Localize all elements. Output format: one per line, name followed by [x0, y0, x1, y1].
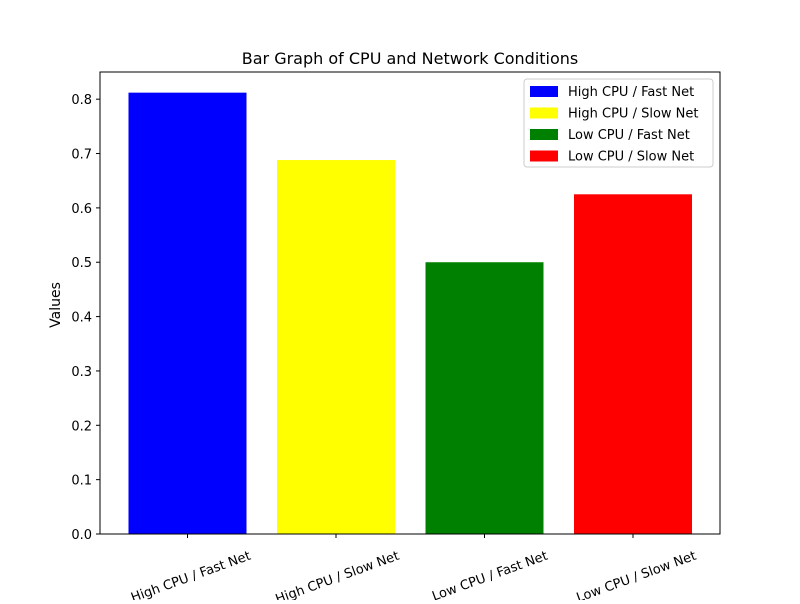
bar — [574, 194, 692, 534]
plot-area: High CPU / Fast Net High CPU / Slow Net Lo… — [71, 92, 699, 604]
x-tick-label: Low CPU / Slow Net — [575, 549, 699, 600]
y-tick-label: 0.5 — [71, 256, 92, 271]
y-tick-label: 0.3 — [71, 365, 92, 380]
bar — [425, 262, 544, 534]
y-tick-label: 0.0 — [71, 528, 92, 543]
y-tick-label: 0.4 — [71, 311, 92, 326]
x-tick-label: High CPU / Slow Net — [274, 549, 402, 600]
plot-frame — [99, 71, 721, 535]
y-tick-label: 0.8 — [71, 93, 92, 108]
legend-label: Low CPU / Fast Net — [568, 128, 690, 143]
legend-label: High CPU / Fast Net — [568, 85, 694, 100]
legend-swatch — [530, 129, 558, 140]
bar — [128, 92, 247, 535]
legend-swatch — [530, 86, 558, 97]
legend-label: Low CPU / Slow Net — [568, 150, 694, 165]
y-tick-label: 0.7 — [71, 148, 92, 163]
y-axis-label: Values — [48, 282, 64, 328]
legend-swatch — [530, 107, 558, 119]
y-tick-label: 0.1 — [71, 474, 92, 489]
chart-title: Bar Graph of CPU and Network Conditions — [242, 49, 579, 68]
bar — [277, 160, 395, 534]
x-tick-label: High CPU / Fast Net — [129, 549, 253, 600]
legend-box — [523, 78, 714, 168]
legend-label: High CPU / Slow Net — [568, 107, 699, 122]
y-tick-label: 0.6 — [71, 202, 92, 217]
legend-swatch — [530, 150, 558, 162]
y-tick-label: 0.2 — [71, 419, 92, 434]
legend: High CPU / Fast Net High CPU / Slow Net Lo… — [523, 78, 714, 168]
x-tick-label: Low CPU / Fast Net — [430, 549, 550, 600]
